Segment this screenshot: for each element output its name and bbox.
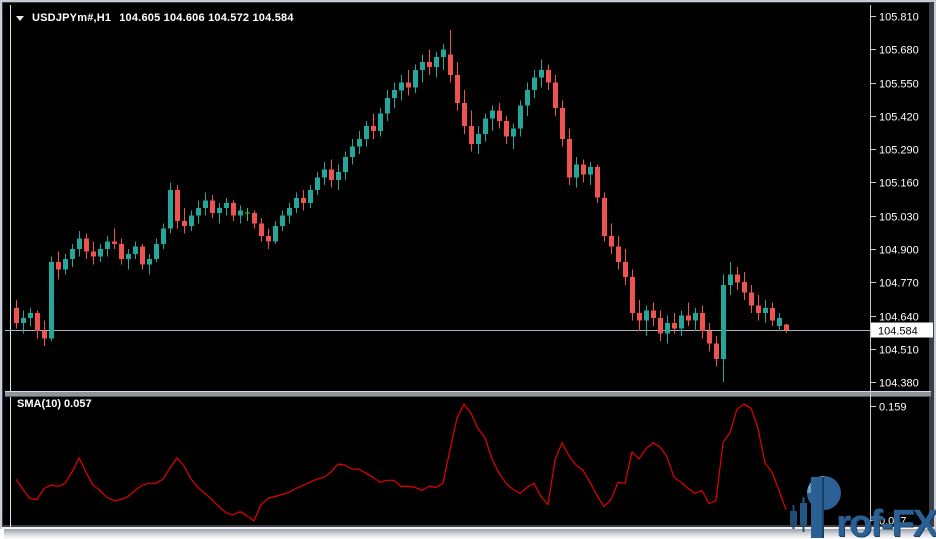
price-axis-label: 105.420 — [879, 112, 919, 124]
price-axis-label: 104.770 — [879, 278, 919, 290]
chart-dropdown-triangle-icon — [16, 15, 24, 21]
price-axis-label: 105.030 — [879, 212, 919, 224]
watermark-text: rof-FX — [836, 502, 936, 539]
window-frame-bottom-highlight — [2, 527, 934, 529]
ohlc-values-label: 104.605 104.606 104.572 104.584 — [119, 12, 294, 24]
sma-line — [15, 403, 787, 522]
price-axis-label: 104.510 — [879, 345, 919, 357]
current-price-tag — [871, 322, 933, 338]
price-axis-label: 105.550 — [879, 79, 919, 91]
price-axis[interactable]: 105.810 105.680 105.550 105.420 105.290 105.1… — [870, 5, 919, 528]
indicator-axis-label: 0.047 — [879, 516, 907, 528]
price-axis-label: 104.640 — [879, 312, 919, 324]
price-axis-label: 104.900 — [879, 245, 919, 257]
price-axis-label: 105.810 — [879, 12, 919, 24]
chart-info-line: USDJPYm#,H1 104.605 104.606 104.572 104.… — [16, 12, 294, 24]
price-axis-label: 105.290 — [879, 145, 919, 157]
current-price-value: 104.584 — [878, 326, 918, 338]
profx-logo-icon — [790, 476, 842, 538]
price-axis-label: 105.680 — [879, 45, 919, 57]
candlesticks[interactable] — [14, 30, 789, 383]
symbol-period-label: USDJPYm#,H1 — [32, 12, 112, 24]
chart-background[interactable] — [3, 3, 929, 525]
indicator-name-label: SMA(10) 0.057 — [17, 398, 92, 410]
price-axis-label: 105.160 — [879, 178, 919, 190]
profx-watermark: rof-FX — [789, 472, 936, 539]
price-axis-label: 104.380 — [879, 378, 919, 390]
indicator-axis-label: 0.159 — [879, 402, 907, 414]
pane-separator[interactable] — [5, 391, 931, 397]
window-drop-shadow — [4, 529, 936, 539]
